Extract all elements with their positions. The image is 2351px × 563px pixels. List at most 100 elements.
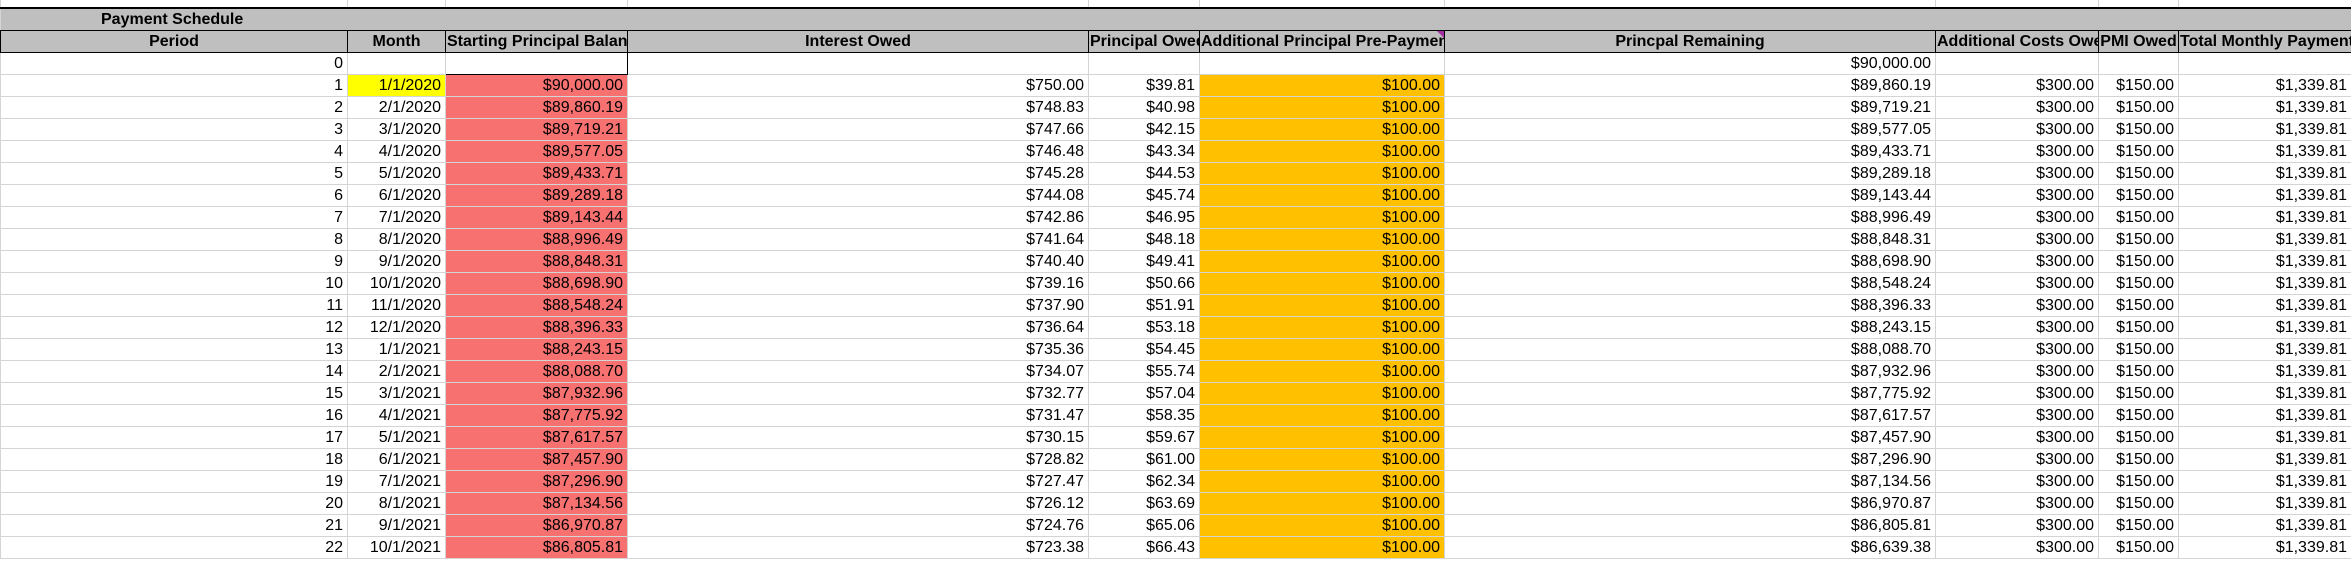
cell-principal-owed[interactable]: $57.04 <box>1088 382 1200 405</box>
cell-month[interactable]: 10/1/2020 <box>347 272 446 295</box>
cell-interest-owed[interactable]: $750.00 <box>627 74 1089 97</box>
cell-remaining[interactable]: $90,000.00 <box>1444 52 1936 75</box>
cell-principal-owed[interactable]: $40.98 <box>1088 96 1200 119</box>
cell-principal-remaining[interactable]: $87,134.56 <box>1444 470 1936 493</box>
cell-total-monthly[interactable]: $1,339.81 <box>2178 96 2351 119</box>
cell-starting-principal[interactable]: $89,860.19 <box>445 96 628 119</box>
cell-period[interactable]: 15 <box>0 382 348 405</box>
cell-starting-principal[interactable]: $88,088.70 <box>445 360 628 383</box>
cell-principal[interactable] <box>1088 52 1200 75</box>
header-principal-remaining[interactable]: Princpal Remaining <box>1444 30 1936 53</box>
cell-additional-costs[interactable]: $300.00 <box>1935 382 2099 405</box>
cell-month[interactable]: 1/1/2020 <box>347 74 446 97</box>
cell-total-monthly[interactable]: $1,339.81 <box>2178 514 2351 537</box>
cell-additional-costs[interactable]: $300.00 <box>1935 184 2099 207</box>
cell-pmi-owed[interactable]: $150.00 <box>2098 184 2179 207</box>
cell-pmi[interactable] <box>2098 52 2179 75</box>
cell-starting-principal[interactable]: $89,719.21 <box>445 118 628 141</box>
cell-principal-remaining[interactable]: $87,932.96 <box>1444 360 1936 383</box>
cell-starting-principal[interactable]: $88,548.24 <box>445 294 628 317</box>
cell-month[interactable]: 3/1/2020 <box>347 118 446 141</box>
cell-total-monthly[interactable]: $1,339.81 <box>2178 404 2351 427</box>
cell-interest-owed[interactable]: $737.90 <box>627 294 1089 317</box>
cell-month[interactable]: 9/1/2020 <box>347 250 446 273</box>
cell-total-monthly[interactable]: $1,339.81 <box>2178 426 2351 449</box>
cell-interest-owed[interactable]: $742.86 <box>627 206 1089 229</box>
cell-prepayment[interactable]: $100.00 <box>1199 184 1445 207</box>
cell-starting-principal[interactable]: $89,143.44 <box>445 206 628 229</box>
cell-month[interactable]: 7/1/2021 <box>347 470 446 493</box>
cell-starting-principal[interactable]: $88,243.15 <box>445 338 628 361</box>
cell-principal-remaining[interactable]: $86,639.38 <box>1444 536 1936 559</box>
cell-pmi-owed[interactable]: $150.00 <box>2098 470 2179 493</box>
cell-principal-owed[interactable]: $46.95 <box>1088 206 1200 229</box>
cell-pmi-owed[interactable]: $150.00 <box>2098 250 2179 273</box>
cell-period[interactable]: 7 <box>0 206 348 229</box>
cell-starting-principal[interactable]: $87,296.90 <box>445 470 628 493</box>
cell-principal-owed[interactable]: $55.74 <box>1088 360 1200 383</box>
cell-period[interactable]: 1 <box>0 74 348 97</box>
cell-month[interactable] <box>347 52 446 75</box>
cell-principal-owed[interactable]: $39.81 <box>1088 74 1200 97</box>
cell-pmi-owed[interactable]: $150.00 <box>2098 536 2179 559</box>
cell-period[interactable]: 0 <box>0 52 348 75</box>
cell-total-monthly[interactable]: $1,339.81 <box>2178 470 2351 493</box>
cell-month[interactable]: 12/1/2020 <box>347 316 446 339</box>
cell-starting-principal[interactable]: $88,698.90 <box>445 272 628 295</box>
cell-month[interactable]: 2/1/2021 <box>347 360 446 383</box>
cell-principal-remaining[interactable]: $86,970.87 <box>1444 492 1936 515</box>
cell-principal-owed[interactable]: $65.06 <box>1088 514 1200 537</box>
cell-month[interactable]: 6/1/2021 <box>347 448 446 471</box>
cell-total[interactable] <box>2178 52 2351 75</box>
cell-principal-owed[interactable]: $62.34 <box>1088 470 1200 493</box>
cell-interest-owed[interactable]: $748.83 <box>627 96 1089 119</box>
cell-month[interactable]: 11/1/2020 <box>347 294 446 317</box>
cell-pmi-owed[interactable]: $150.00 <box>2098 140 2179 163</box>
cell-pmi-owed[interactable]: $150.00 <box>2098 206 2179 229</box>
cell-total-monthly[interactable]: $1,339.81 <box>2178 206 2351 229</box>
cell-interest-owed[interactable]: $726.12 <box>627 492 1089 515</box>
cell-principal-owed[interactable]: $45.74 <box>1088 184 1200 207</box>
cell-starting-principal[interactable]: $88,996.49 <box>445 228 628 251</box>
cell-month[interactable]: 10/1/2021 <box>347 536 446 559</box>
cell-prepayment[interactable]: $100.00 <box>1199 492 1445 515</box>
cell-pmi-owed[interactable]: $150.00 <box>2098 162 2179 185</box>
cell-principal-owed[interactable]: $59.67 <box>1088 426 1200 449</box>
cell-period[interactable]: 3 <box>0 118 348 141</box>
cell-period[interactable]: 8 <box>0 228 348 251</box>
cell-total-monthly[interactable]: $1,339.81 <box>2178 536 2351 559</box>
cell-total-monthly[interactable]: $1,339.81 <box>2178 360 2351 383</box>
cell-pmi-owed[interactable]: $150.00 <box>2098 448 2179 471</box>
cell-starting-principal[interactable]: $87,134.56 <box>445 492 628 515</box>
header-total-monthly[interactable]: Total Monthly Payment <box>2178 30 2351 53</box>
cell-interest-owed[interactable]: $736.64 <box>627 316 1089 339</box>
cell-prepayment[interactable]: $100.00 <box>1199 140 1445 163</box>
header-pmi-owed[interactable]: PMI Owed <box>2098 30 2179 53</box>
cell-principal-remaining[interactable]: $86,805.81 <box>1444 514 1936 537</box>
cell-pmi-owed[interactable]: $150.00 <box>2098 404 2179 427</box>
cell-principal-remaining[interactable]: $88,848.31 <box>1444 228 1936 251</box>
cell-additional-costs[interactable]: $300.00 <box>1935 250 2099 273</box>
cell-principal-owed[interactable]: $43.34 <box>1088 140 1200 163</box>
sheet-title[interactable]: Payment Schedule <box>0 7 2351 31</box>
header-additional-prepayment[interactable]: Additional Principal Pre-Payment <box>1199 30 1445 53</box>
cell-principal-owed[interactable]: $49.41 <box>1088 250 1200 273</box>
cell-total-monthly[interactable]: $1,339.81 <box>2178 294 2351 317</box>
cell-interest-owed[interactable]: $732.77 <box>627 382 1089 405</box>
cell-principal-owed[interactable]: $42.15 <box>1088 118 1200 141</box>
cell-month[interactable]: 7/1/2020 <box>347 206 446 229</box>
cell-prepayment[interactable]: $100.00 <box>1199 228 1445 251</box>
cell-additional-costs[interactable]: $300.00 <box>1935 404 2099 427</box>
cell-month[interactable]: 5/1/2021 <box>347 426 446 449</box>
cell-principal-remaining[interactable]: $88,088.70 <box>1444 338 1936 361</box>
cell-starting-principal[interactable]: $89,433.71 <box>445 162 628 185</box>
cell-additional-costs[interactable]: $300.00 <box>1935 316 2099 339</box>
cell-principal-remaining[interactable]: $87,617.57 <box>1444 404 1936 427</box>
cell-month[interactable]: 8/1/2021 <box>347 492 446 515</box>
cell-pmi-owed[interactable]: $150.00 <box>2098 316 2179 339</box>
cell-period[interactable]: 16 <box>0 404 348 427</box>
cell-interest-owed[interactable]: $746.48 <box>627 140 1089 163</box>
cell-prepayment[interactable]: $100.00 <box>1199 426 1445 449</box>
cell-additional-costs[interactable]: $300.00 <box>1935 272 2099 295</box>
cell-month[interactable]: 8/1/2020 <box>347 228 446 251</box>
